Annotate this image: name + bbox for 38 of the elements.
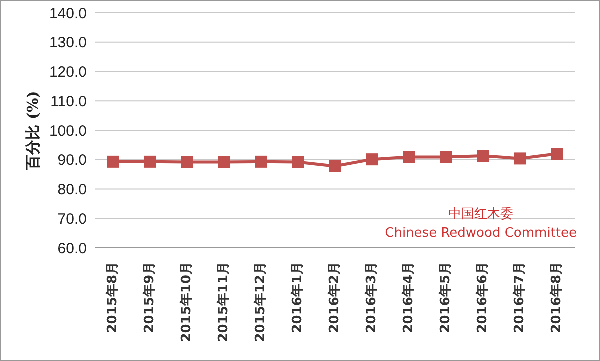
point	[366, 154, 378, 166]
point	[181, 156, 193, 168]
y-tick-label: 90.0	[58, 152, 87, 170]
x-tick-label: 2016年7月	[512, 262, 528, 334]
x-tick-label: 2016年2月	[328, 262, 342, 334]
annotation: 中国红木委	[448, 206, 515, 224]
x-tick-label: 2016年8月	[550, 262, 564, 334]
x-tick-label: 2016年3月	[364, 262, 380, 334]
point	[440, 151, 452, 164]
point	[329, 160, 341, 172]
point	[144, 156, 156, 168]
y-tick-label: 110.0	[50, 93, 87, 110]
y-tick-label: 70.0	[58, 210, 87, 228]
point	[551, 148, 563, 160]
x-tick-label: 2016年6月	[476, 262, 490, 334]
point	[514, 152, 526, 165]
x-tick-label: 2016年1月	[290, 262, 306, 334]
point	[403, 151, 415, 164]
x-tick-label: 2015年12月	[254, 262, 268, 342]
point	[218, 156, 230, 168]
y-tick-label: 130.0	[49, 34, 87, 52]
x-tick-label: 2016年4月	[402, 262, 416, 334]
x-tick-label: 2015年8月	[106, 262, 120, 334]
y-tick-label: 100.0	[49, 122, 87, 140]
y-tick-label: 140.0	[49, 5, 87, 22]
y-tick-label: 80.0	[58, 182, 87, 199]
y-axis-title: 百分比 (%)	[24, 91, 42, 171]
x-tick-label: 2016年5月	[438, 262, 454, 334]
y-tick-label: 60.0	[58, 240, 87, 258]
point	[255, 156, 267, 168]
x-tick-label: 2015年11月	[216, 262, 232, 342]
point	[107, 156, 119, 168]
point	[477, 150, 489, 162]
x-tick-label: 2015年10月	[180, 262, 194, 342]
annotation: Chinese Redwood Committee	[385, 225, 577, 243]
x-tick-label: 2015年9月	[142, 262, 158, 334]
y-tick-label: 120.0	[49, 64, 87, 82]
point	[292, 156, 304, 168]
